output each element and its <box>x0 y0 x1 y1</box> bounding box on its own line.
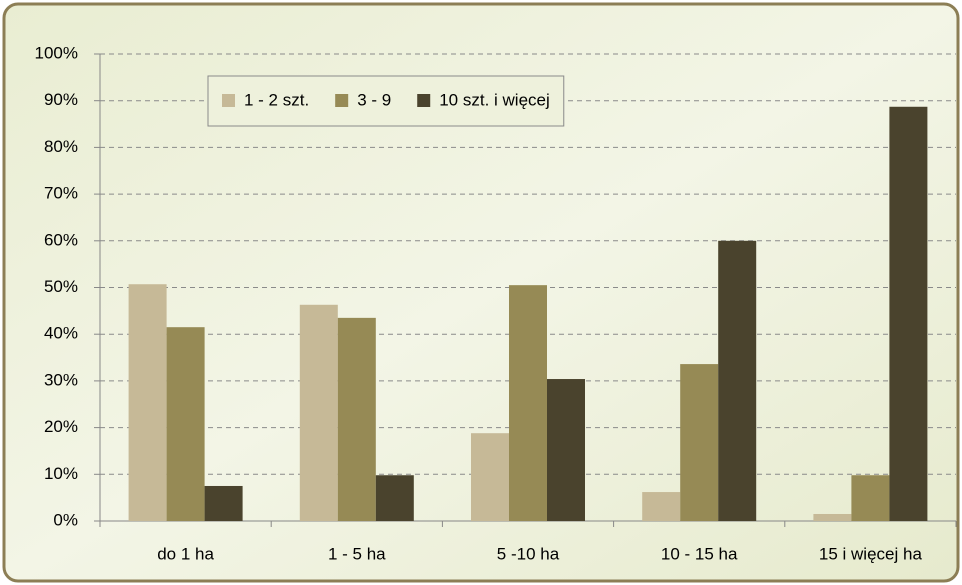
y-tick-label: 40% <box>44 324 78 343</box>
bar <box>509 285 547 521</box>
bar <box>337 317 376 521</box>
legend-swatch <box>417 94 431 107</box>
x-tick-label: 10 - 15 ha <box>661 544 738 563</box>
y-tick-label: 80% <box>44 137 78 156</box>
bar <box>375 475 414 521</box>
bar <box>813 513 852 521</box>
bar <box>128 284 167 521</box>
legend-box <box>207 75 565 127</box>
legend-swatch <box>335 94 349 107</box>
legend-label: 3 - 9 <box>357 90 391 109</box>
bar <box>547 379 585 521</box>
bar <box>718 240 757 522</box>
legend: 1 - 2 szt. 3 - 9 10 szt. i więcej <box>207 75 565 127</box>
bar <box>680 364 719 521</box>
bar <box>889 106 928 522</box>
y-tick-label: 90% <box>44 90 78 109</box>
bar <box>204 485 243 521</box>
y-tick-label: 30% <box>44 370 78 389</box>
legend-swatch <box>222 94 235 107</box>
bar <box>471 433 509 521</box>
x-tick-label: 5 -10 ha <box>497 544 560 563</box>
y-tick-label: 100% <box>35 43 78 62</box>
legend-label: 10 szt. i więcej <box>439 90 550 109</box>
y-tick-label: 60% <box>44 230 78 249</box>
y-tick-label: 10% <box>44 464 78 483</box>
x-tick-label: do 1 ha <box>157 544 214 563</box>
bar <box>642 492 681 521</box>
legend-label: 1 - 2 szt. <box>244 90 309 109</box>
y-tick-label: 70% <box>44 184 78 203</box>
y-tick-label: 50% <box>44 277 78 296</box>
bar <box>851 475 890 521</box>
y-tick-label: 0% <box>53 510 78 529</box>
x-tick-label: 15 i więcej ha <box>819 544 923 563</box>
bar <box>299 304 338 521</box>
y-tick-label: 20% <box>44 417 78 436</box>
bar <box>166 327 205 521</box>
x-tick-label: 1 - 5 ha <box>328 544 386 563</box>
